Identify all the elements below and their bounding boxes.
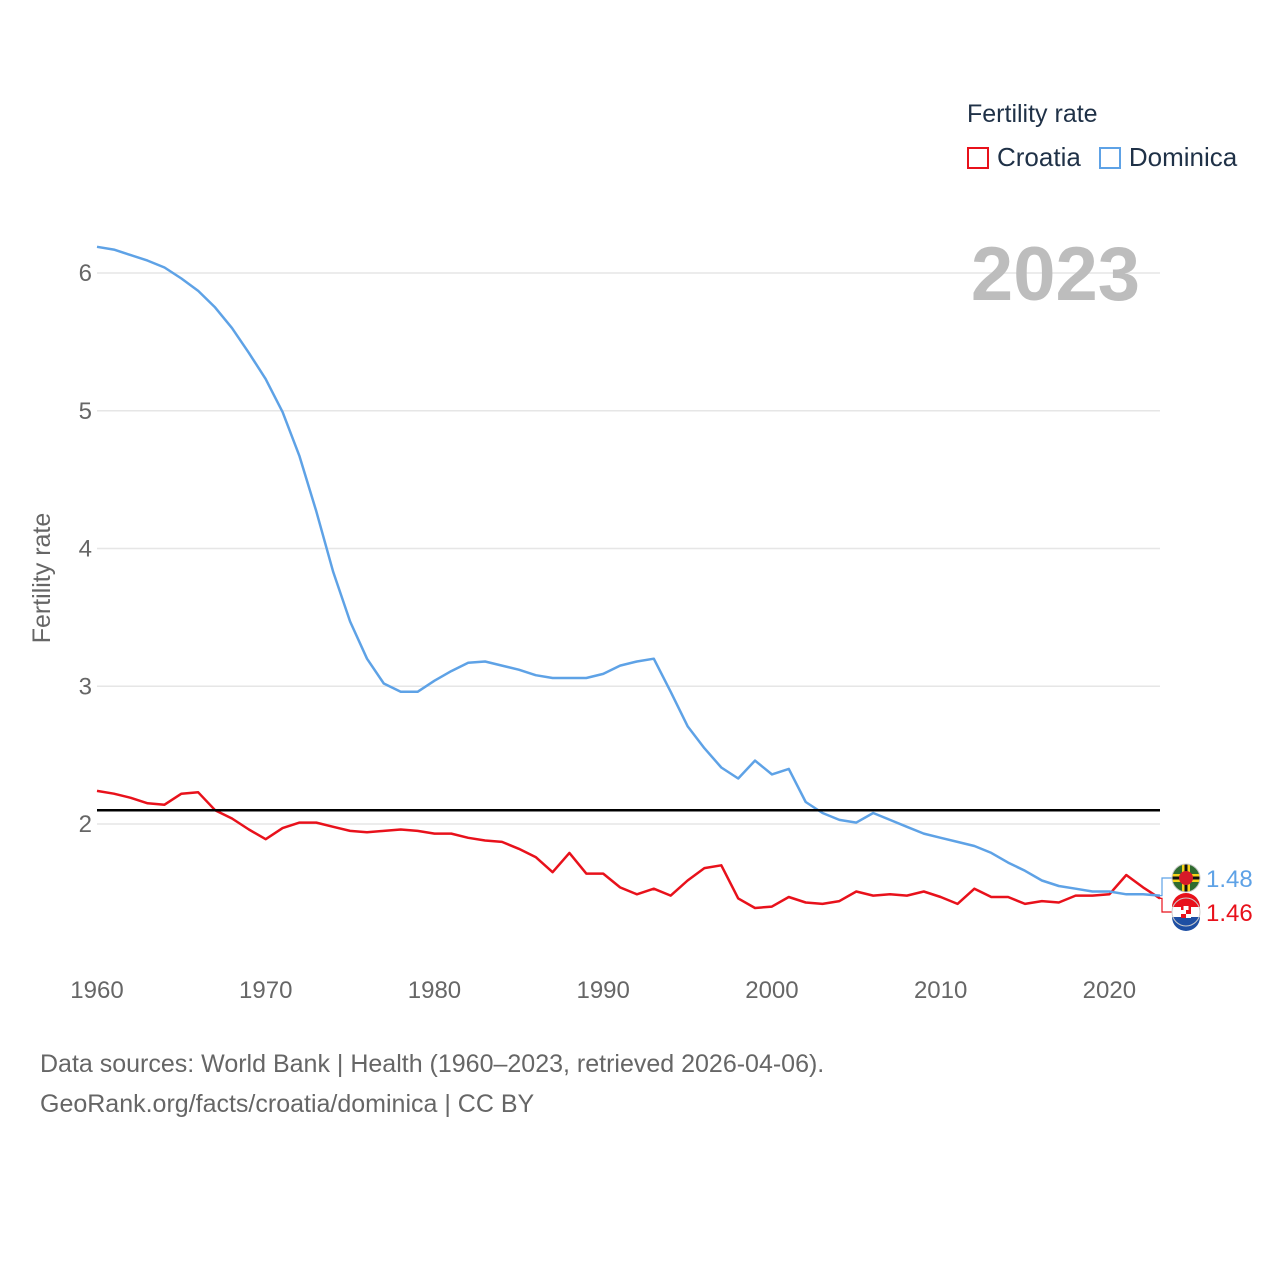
x-tick-1980: 1980 (408, 977, 461, 1004)
y-tick-5: 5 (79, 398, 92, 425)
x-tick-2000: 2000 (745, 977, 798, 1004)
flag-croatia-icon (1171, 893, 1201, 931)
legend-item-dominica[interactable]: Dominica (1098, 142, 1238, 173)
series-line-dominica (96, 245, 1161, 897)
current-year-label: 2023 (971, 232, 1140, 317)
flag-croatia-red (1172, 893, 1200, 907)
flag-croatia-ring (1171, 897, 1201, 927)
flag-croatia-check-3 (1186, 914, 1191, 918)
series-lines (96, 245, 1161, 910)
flag-dominica-icon (1171, 863, 1201, 893)
legend-title: Fertility rate (967, 100, 1098, 128)
y-tick-4: 4 (79, 536, 92, 563)
end-label-dominica: 1.48 (1206, 866, 1253, 893)
y-axis-title: Fertility rate (28, 513, 56, 644)
x-tick-1990: 1990 (576, 977, 629, 1004)
grid-lines (97, 272, 1160, 825)
source-line-1: Data sources: World Bank | Health (1960–… (40, 1050, 825, 1078)
legend-swatch-dominica (1098, 146, 1121, 169)
end-label-croatia: 1.46 (1206, 900, 1253, 927)
x-tick-1960: 1960 (70, 977, 123, 1004)
legend-label-croatia: Croatia (997, 142, 1081, 172)
x-tick-labels: 1960 1970 1980 1990 2000 2010 2020 (70, 977, 1136, 1004)
legend-label-dominica: Dominica (1128, 142, 1238, 172)
flag-croatia-blue (1172, 917, 1200, 931)
y-tick-3: 3 (79, 673, 92, 700)
end-connector-croatia (1160, 897, 1172, 913)
y-tick-2: 2 (79, 811, 92, 838)
y-tick-labels: 2 3 4 5 6 (79, 260, 92, 838)
x-tick-2010: 2010 (914, 977, 967, 1004)
x-tick-1970: 1970 (239, 977, 292, 1004)
series-line-croatia (96, 789, 1161, 910)
flag-dominica-ring (1171, 863, 1201, 893)
end-connector-dominica (1160, 877, 1172, 897)
y-tick-6: 6 (79, 260, 92, 287)
source-note: Data sources: World Bank | Health (1960–… (40, 1044, 824, 1124)
end-markers: 1.46 1.48 (1160, 863, 1253, 931)
legend: Croatia Dominica (967, 142, 1255, 173)
x-tick-2020: 2020 (1083, 977, 1136, 1004)
source-line-2[interactable]: GeoRank.org/facts/croatia/dominica | CC … (40, 1090, 535, 1118)
legend-item-croatia[interactable]: Croatia (967, 142, 1081, 173)
legend-swatch-croatia (967, 146, 989, 169)
flag-croatia-check-2 (1181, 910, 1186, 914)
flag-dominica-disc (1179, 871, 1193, 885)
flag-croatia-check-1 (1183, 906, 1189, 910)
